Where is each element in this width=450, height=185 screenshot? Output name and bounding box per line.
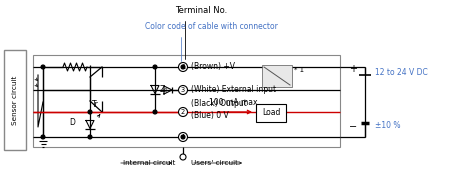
Text: 1: 1 [181,64,185,70]
Circle shape [153,110,157,114]
Text: Internal circuit: Internal circuit [122,160,175,166]
Bar [256,104,286,122]
Text: Terminal No.: Terminal No. [175,6,227,59]
Text: (Brown) +V: (Brown) +V [191,61,235,70]
Circle shape [179,107,188,117]
Text: ±10 %: ±10 % [375,120,400,130]
Text: Color code of cable with connector: Color code of cable with connector [145,22,278,61]
Circle shape [181,135,185,139]
Text: Z₀: Z₀ [160,85,168,94]
Text: 100 mA max.: 100 mA max. [208,98,260,107]
Circle shape [41,135,45,139]
Text: (Blue) 0 V: (Blue) 0 V [191,110,229,120]
Text: +: + [349,64,357,74]
Bar [33,55,340,147]
Circle shape [179,132,188,142]
Text: 12 to 24 V DC: 12 to 24 V DC [375,68,428,77]
Text: −: − [349,122,357,132]
Text: Sensor circuit: Sensor circuit [12,75,18,125]
Text: (White) External input: (White) External input [191,85,276,93]
Text: Users' circuit: Users' circuit [191,160,238,166]
Bar [262,65,292,87]
Circle shape [153,65,157,69]
Text: Tr: Tr [92,100,99,109]
Text: D: D [69,118,75,127]
Text: Load: Load [262,107,280,117]
Circle shape [88,135,92,139]
Bar [4,50,26,150]
Circle shape [41,65,45,69]
Text: 3: 3 [181,87,185,93]
Text: (Black) Output: (Black) Output [191,98,247,107]
Circle shape [88,110,92,114]
Circle shape [181,65,185,69]
Text: * 1: * 1 [294,67,304,73]
Text: 4: 4 [181,134,185,140]
Text: 2: 2 [181,109,185,115]
Circle shape [179,85,188,95]
Circle shape [180,154,186,160]
Circle shape [179,63,188,71]
